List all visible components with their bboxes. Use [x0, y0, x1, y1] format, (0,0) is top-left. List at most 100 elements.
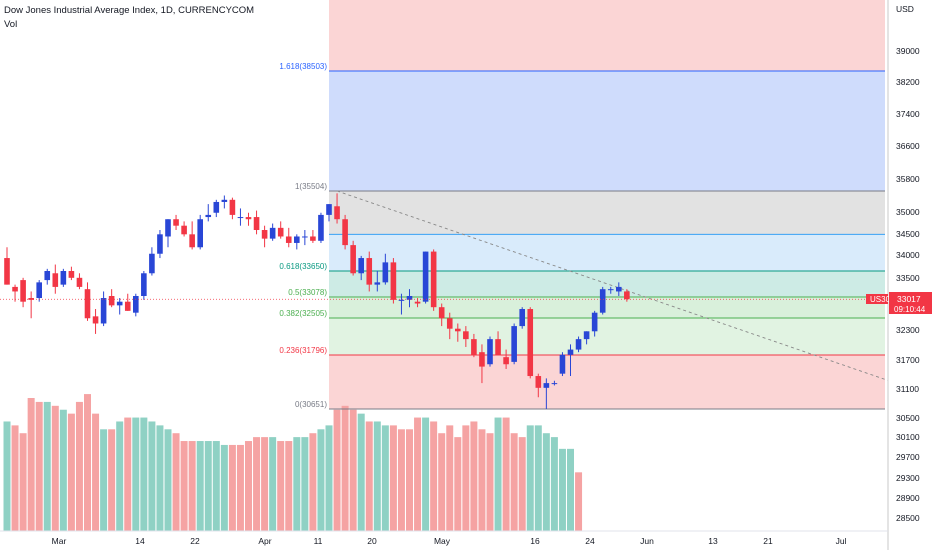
price-tick: 33500	[896, 273, 920, 283]
candle-body	[149, 253, 155, 274]
candle-body	[591, 312, 598, 332]
candle-body	[455, 328, 461, 332]
time-tick: 24	[585, 536, 595, 546]
fib-zone	[329, 355, 885, 409]
candle-body	[599, 289, 606, 313]
fib-label: 1.618(38503)	[279, 62, 327, 71]
volume-bar	[148, 421, 156, 531]
volume-bar	[67, 413, 75, 531]
volume-bar	[84, 394, 91, 531]
volume-bar	[92, 413, 100, 531]
volume-bar	[341, 405, 349, 531]
candle-body	[374, 282, 381, 285]
time-tick: 14	[135, 536, 145, 546]
candle-body	[495, 339, 501, 355]
candle-body	[237, 217, 244, 219]
candle-body	[20, 280, 26, 302]
price-tick: 35800	[896, 174, 920, 184]
fib-label: 0.236(31796)	[279, 346, 327, 355]
volume-bar	[365, 421, 373, 531]
candle-body	[165, 219, 171, 237]
volume-bar	[269, 437, 277, 531]
price-tick: 36600	[896, 141, 920, 151]
volume-bar	[156, 425, 164, 531]
candle-body	[28, 298, 34, 300]
volume-bar	[261, 437, 269, 531]
volume-bar	[381, 425, 389, 531]
price-tick: 29300	[896, 473, 920, 483]
price-tick: 31700	[896, 355, 920, 365]
volume-bar	[108, 429, 116, 531]
volume-label: Vol	[4, 19, 17, 30]
volume-bar	[317, 429, 325, 531]
candle-body	[422, 251, 429, 302]
time-tick: Jun	[640, 536, 654, 546]
candle-body	[527, 309, 534, 377]
volume-bar	[575, 472, 583, 531]
volume-bar	[502, 417, 510, 531]
volume-bar	[550, 437, 558, 531]
candle-body	[358, 258, 364, 274]
volume-bar	[43, 401, 51, 531]
candle-body	[133, 296, 139, 313]
candle-body	[567, 349, 574, 355]
volume-bar	[11, 425, 19, 531]
candle-body	[205, 214, 212, 218]
fib-label: 1(35504)	[295, 182, 327, 191]
fib-zone	[329, 318, 885, 355]
price-axis-bg	[888, 0, 932, 550]
fib-label: 0.618(33650)	[279, 262, 327, 271]
candle-body	[559, 354, 566, 374]
volume-bar	[245, 441, 252, 531]
price-tick: 31100	[896, 384, 919, 394]
volume-bar	[51, 405, 59, 531]
candle-body	[334, 206, 340, 220]
candle-body	[261, 230, 268, 239]
candle-body	[141, 273, 147, 296]
volume-bar	[349, 409, 357, 531]
fib-zone	[329, 0, 885, 71]
price-badge-bg	[889, 292, 932, 314]
volume-bar	[438, 433, 446, 531]
candle-body	[52, 273, 59, 287]
time-tick: Apr	[258, 536, 271, 546]
candle-body	[92, 316, 99, 324]
fibonacci-zones	[329, 0, 885, 409]
candle-body	[487, 339, 493, 365]
volume-bars	[3, 394, 583, 531]
candle-body	[229, 199, 236, 215]
volume-bar	[75, 401, 83, 531]
trendline-segment	[336, 190, 932, 397]
fib-zone	[329, 191, 885, 235]
volume-bar	[478, 429, 486, 531]
candle-body	[430, 251, 437, 308]
candle-body	[616, 286, 622, 292]
candle-body	[213, 201, 220, 213]
candle-body	[84, 289, 91, 319]
price-tick: 38200	[896, 77, 920, 87]
volume-bar	[3, 421, 11, 531]
volume-bar	[373, 421, 381, 531]
volume-bar	[116, 421, 124, 531]
time-ticks[interactable]: Mar 14 22 Apr 11 20 May 16 24 Jun 13 21 Jul	[52, 536, 847, 546]
volume-bar	[172, 433, 180, 531]
fib-label: 0.5(33078)	[288, 288, 327, 297]
fib-zone	[329, 71, 885, 191]
price-ticks[interactable]: 39000 38200 37400 36600 35800 35000 34500 34000…	[896, 46, 920, 523]
volume-bar	[188, 441, 196, 531]
candle-body	[12, 286, 18, 292]
time-tick: 20	[367, 536, 377, 546]
candle-body	[382, 262, 389, 283]
volume-bar	[333, 409, 341, 531]
candle-body	[511, 326, 517, 362]
volume-bar	[462, 425, 470, 531]
volume-bar	[132, 417, 140, 531]
volume-bar	[518, 437, 526, 531]
trendline	[336, 190, 932, 397]
candle-body	[60, 271, 67, 285]
volume-bar	[59, 409, 67, 531]
price-tick: 32300	[896, 325, 920, 335]
candle-body	[318, 214, 324, 241]
volume-bar	[542, 433, 550, 531]
